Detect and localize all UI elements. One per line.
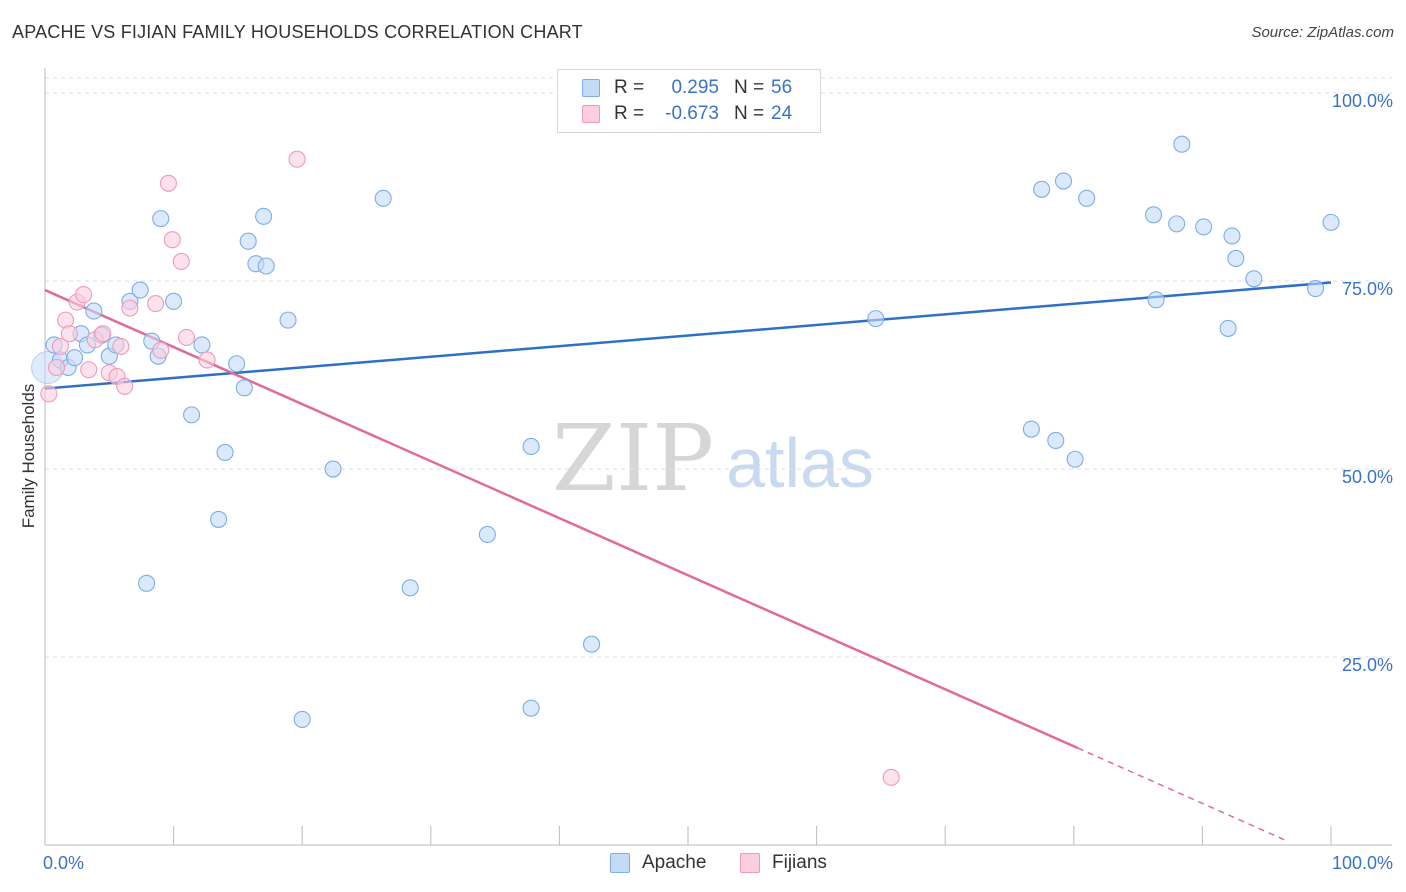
apache-point-24	[255, 207, 273, 225]
apache-n-value: 56	[771, 77, 793, 98]
apache-point-47	[1195, 218, 1213, 236]
apache-point-22	[239, 232, 257, 250]
fijians-point-1	[48, 358, 66, 377]
apache-point-50	[1227, 249, 1245, 268]
apache-point-6	[85, 302, 103, 320]
fijians-point-18	[163, 231, 181, 249]
apache-point-36	[867, 310, 885, 328]
fijians-point-20	[177, 328, 196, 346]
fijians-r-label: R =	[614, 103, 645, 124]
watermark-zip: ZIP	[552, 405, 714, 512]
watermark-atlas: atlas	[726, 424, 874, 502]
fijians-r-value: -0.673	[665, 103, 719, 124]
apache-point-15	[165, 292, 183, 310]
trendlines	[44, 281, 1332, 842]
apache-point-20	[228, 355, 246, 373]
apache-point-31	[478, 525, 496, 543]
fijians-point-0	[40, 385, 58, 403]
apache-point-43	[1144, 206, 1163, 224]
apache-legend-label: Apache	[642, 852, 707, 873]
apache-swatch	[582, 79, 600, 97]
y-axis-label: Family Households	[19, 384, 38, 529]
apache-point-42	[1078, 189, 1096, 207]
apache-point-35	[138, 574, 156, 592]
fijians-point-14	[121, 299, 139, 317]
apache-point-27	[293, 710, 311, 728]
apache-point-37	[1022, 420, 1040, 438]
fijians-point-9	[94, 325, 112, 343]
apache-point-53	[1322, 213, 1340, 231]
fijians-point-4	[60, 325, 78, 343]
apache-point-25	[257, 257, 275, 275]
apache-n-label: N =	[734, 77, 765, 98]
apache-point-46	[1173, 135, 1191, 153]
fijians-point-7	[80, 361, 98, 379]
apache-point-45	[1168, 215, 1186, 233]
fijians-legend-label: Fijians	[772, 852, 827, 873]
stats-legend: R = 0.295 N = 56 R = -0.673 N = 24	[557, 69, 821, 133]
apache-point-40	[1054, 172, 1073, 190]
source-label: Source: ZipAtlas.com	[1251, 24, 1394, 41]
fijians-point-16	[152, 341, 170, 359]
apache-point-39	[1047, 431, 1065, 449]
fijians-trendline-extension	[1077, 747, 1287, 842]
apache-r-value: 0.295	[671, 77, 719, 98]
fijians-swatch	[582, 105, 600, 123]
apache-point-44	[1147, 291, 1165, 309]
fijians-legend-swatch	[740, 853, 760, 873]
apache-point-19	[216, 443, 234, 462]
y-tick-label-25: 25.0%	[1342, 655, 1393, 675]
apache-point-51	[1245, 270, 1263, 288]
apache-point-38	[1033, 180, 1051, 198]
data-points	[31, 135, 1340, 786]
fijians-point-12	[112, 337, 130, 356]
apache-point-29	[374, 189, 392, 207]
y-tick-label-75: 75.0%	[1342, 279, 1393, 299]
fijians-n-value: 24	[771, 103, 793, 124]
apache-point-49	[1223, 227, 1241, 245]
apache-legend-swatch	[610, 853, 630, 873]
apache-point-14	[152, 210, 170, 228]
grid-lines	[45, 77, 1392, 658]
apache-point-21	[235, 379, 253, 397]
apache-point-32	[522, 437, 540, 456]
apache-trendline	[44, 281, 1332, 390]
fijians-n-label: N =	[734, 103, 765, 124]
y-tick-label-50: 50.0%	[1342, 467, 1393, 487]
apache-r-label: R =	[614, 77, 645, 98]
axes	[44, 68, 1392, 846]
x-tick-label-min: 0.0%	[43, 853, 84, 873]
apache-point-48	[1219, 319, 1237, 337]
fijians-trendline	[44, 288, 1079, 750]
apache-point-3	[66, 349, 84, 367]
x-tick-label-max: 100.0%	[1332, 853, 1393, 873]
fijians-point-21	[198, 351, 216, 369]
y-tick-label-100: 100.0%	[1332, 91, 1393, 111]
apache-point-26	[279, 311, 297, 329]
fijians-point-19	[172, 252, 190, 271]
fijians-point-22	[288, 150, 306, 168]
chart-title: APACHE VS FIJIAN FAMILY HOUSEHOLDS CORRE…	[12, 22, 583, 42]
apache-point-18	[210, 510, 228, 528]
apache-point-28	[324, 460, 342, 478]
fijians-point-6	[75, 286, 93, 304]
fijians-point-23	[882, 768, 900, 786]
fijians-point-13	[116, 377, 134, 395]
fijians-point-2	[51, 337, 69, 356]
apache-point-41	[1066, 450, 1084, 468]
fijians-point-15	[147, 295, 165, 313]
apache-point-30	[401, 579, 419, 597]
apache-point-17	[193, 336, 211, 354]
apache-point-52	[1307, 279, 1325, 298]
apache-point-34	[582, 635, 601, 653]
apache-point-33	[522, 699, 540, 717]
fijians-point-17	[159, 174, 178, 192]
apache-point-11	[131, 281, 149, 299]
apache-point-16	[183, 406, 201, 424]
tick-labels: 25.0% 50.0% 75.0% 100.0% 0.0% 100.0% Family Ho…	[19, 91, 1393, 873]
